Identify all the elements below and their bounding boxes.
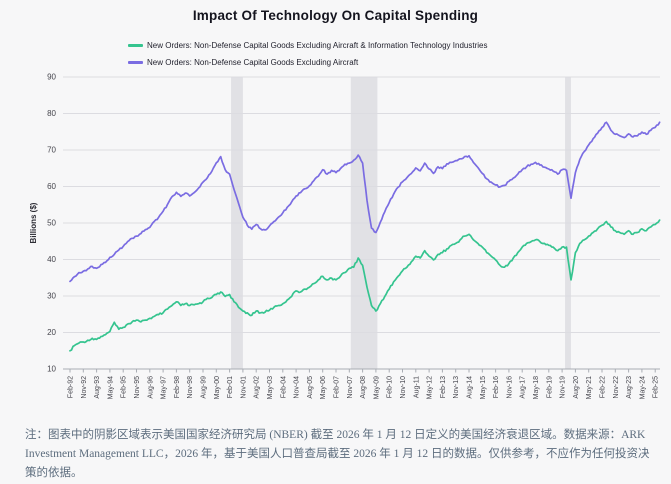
svg-text:Nov-16: Nov-16: [506, 376, 513, 399]
legend-item-ex-aircraft: New Orders: Non-Defense Capital Goods Ex…: [128, 54, 487, 71]
legend-label: New Orders: Non-Defense Capital Goods Ex…: [147, 41, 488, 50]
footnote-text: 注：图表中的阴影区域表示美国国家经济研究局 (NBER) 截至 2026 年 1…: [25, 429, 650, 479]
svg-text:70: 70: [47, 146, 56, 155]
svg-text:Aug-02: Aug-02: [254, 376, 261, 399]
svg-text:May-09: May-09: [373, 376, 380, 399]
svg-text:Aug-14: Aug-14: [467, 376, 474, 399]
svg-text:Feb-98: Feb-98: [174, 376, 181, 398]
svg-text:Feb-25: Feb-25: [653, 376, 660, 398]
chart-title: Impact Of Technology On Capital Spending: [192, 8, 479, 23]
legend-item-ex-aircraft-and-it: New Orders: Non-Defense Capital Goods Ex…: [128, 37, 487, 54]
svg-text:Nov-92: Nov-92: [81, 376, 88, 399]
svg-text:Feb-22: Feb-22: [600, 376, 607, 398]
svg-text:Nov-13: Nov-13: [453, 376, 460, 399]
svg-text:Aug-20: Aug-20: [573, 376, 580, 399]
svg-text:Feb-19: Feb-19: [546, 376, 553, 398]
svg-text:50: 50: [47, 219, 56, 228]
svg-text:Feb-07: Feb-07: [334, 376, 341, 398]
svg-text:May-24: May-24: [639, 376, 646, 399]
svg-text:Nov-04: Nov-04: [294, 376, 301, 399]
svg-text:20: 20: [47, 328, 56, 337]
svg-text:30: 30: [47, 292, 56, 301]
legend-label: New Orders: Non-Defense Capital Goods Ex…: [147, 58, 359, 67]
svg-text:Feb-95: Feb-95: [121, 376, 128, 398]
capital-spending-line-chart: 10 20 30 40 50 60 70 80 90 Billions ($) Feb-92 Nov-…: [29, 73, 661, 399]
green-line-swatch-icon: [128, 44, 143, 47]
purple-line-swatch-icon: [128, 61, 143, 64]
chart-area: 10 20 30 40 50 60 70 80 90 Billions ($) Feb-92 Nov-…: [0, 70, 671, 420]
svg-text:Feb-13: Feb-13: [440, 376, 447, 398]
svg-text:80: 80: [47, 109, 56, 118]
svg-text:May-00: May-00: [214, 376, 221, 399]
svg-text:May-21: May-21: [586, 376, 593, 399]
svg-text:May-06: May-06: [320, 376, 327, 399]
svg-text:Aug-23: Aug-23: [626, 376, 633, 399]
svg-text:Aug-93: Aug-93: [94, 376, 101, 399]
svg-text:Feb-04: Feb-04: [280, 376, 287, 398]
svg-text:Aug-96: Aug-96: [147, 376, 154, 399]
svg-text:May-94: May-94: [107, 376, 114, 399]
svg-text:Nov-95: Nov-95: [134, 376, 141, 399]
svg-text:Nov-10: Nov-10: [400, 376, 407, 399]
svg-text:Nov-98: Nov-98: [187, 376, 194, 399]
svg-text:Feb-10: Feb-10: [387, 376, 394, 398]
svg-text:May-15: May-15: [480, 376, 487, 399]
svg-text:Nov-07: Nov-07: [347, 376, 354, 399]
svg-text:Nov-19: Nov-19: [560, 376, 567, 399]
legend: New Orders: Non-Defense Capital Goods Ex…: [128, 37, 487, 71]
svg-text:Nov-01: Nov-01: [240, 376, 247, 399]
svg-text:Aug-17: Aug-17: [520, 376, 527, 399]
svg-text:Billions ($): Billions ($): [29, 202, 38, 243]
svg-text:May-03: May-03: [267, 376, 274, 399]
svg-text:10: 10: [47, 365, 56, 374]
svg-text:Aug-99: Aug-99: [201, 376, 208, 399]
svg-text:40: 40: [47, 255, 56, 264]
svg-text:Feb-16: Feb-16: [493, 376, 500, 398]
svg-text:Feb-92: Feb-92: [68, 376, 75, 398]
svg-text:Aug-11: Aug-11: [413, 376, 420, 398]
svg-text:Aug-05: Aug-05: [307, 376, 314, 399]
svg-text:May-12: May-12: [427, 376, 434, 399]
svg-text:May-97: May-97: [161, 376, 168, 399]
svg-text:Aug-08: Aug-08: [360, 376, 367, 399]
svg-text:90: 90: [47, 73, 56, 82]
svg-text:Feb-01: Feb-01: [227, 376, 234, 398]
svg-text:Nov-22: Nov-22: [613, 376, 620, 399]
svg-text:60: 60: [47, 182, 56, 191]
svg-text:May-18: May-18: [533, 376, 540, 399]
